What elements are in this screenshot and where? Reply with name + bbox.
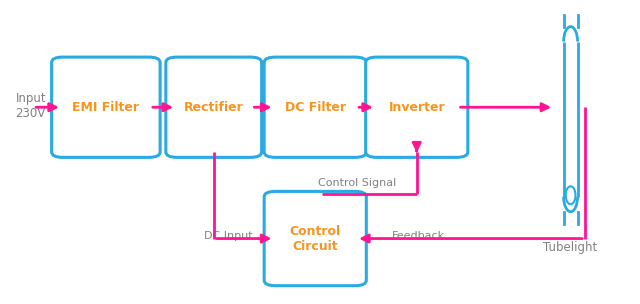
- Text: EMI Filter: EMI Filter: [72, 101, 140, 114]
- FancyBboxPatch shape: [264, 192, 366, 286]
- Text: DC Input: DC Input: [204, 230, 252, 240]
- Text: Rectifier: Rectifier: [184, 101, 244, 114]
- Text: Feedback: Feedback: [392, 230, 445, 240]
- FancyBboxPatch shape: [166, 57, 262, 157]
- Text: Control
Circuit: Control Circuit: [290, 225, 341, 253]
- Text: Input
230V: Input 230V: [15, 92, 46, 120]
- FancyBboxPatch shape: [365, 57, 468, 157]
- FancyBboxPatch shape: [264, 57, 366, 157]
- Text: Inverter: Inverter: [388, 101, 445, 114]
- Text: Control Signal: Control Signal: [317, 178, 396, 188]
- Text: Tubelight: Tubelight: [543, 241, 598, 254]
- FancyBboxPatch shape: [52, 57, 160, 157]
- Text: DC Filter: DC Filter: [285, 101, 346, 114]
